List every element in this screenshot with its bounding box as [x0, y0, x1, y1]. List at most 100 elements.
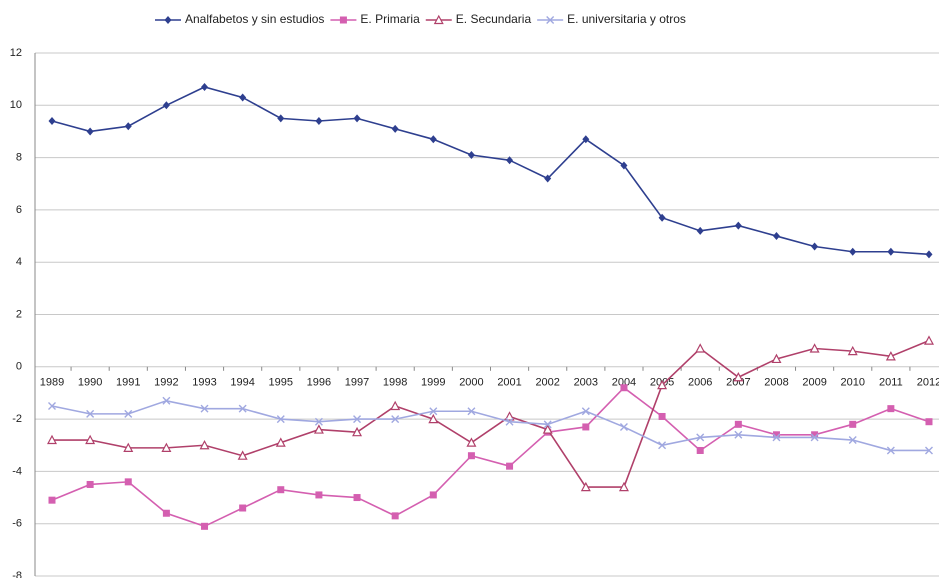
marker: [200, 404, 209, 413]
y-tick-label: 4: [16, 256, 22, 268]
marker: [162, 509, 170, 517]
marker: [201, 82, 209, 91]
x-tick-label: 1989: [40, 377, 64, 389]
marker: [885, 351, 896, 361]
x-tick-label: 1999: [421, 377, 445, 389]
y-tick-label: -4: [12, 465, 22, 477]
marker: [429, 491, 437, 499]
marker: [314, 417, 323, 426]
marker: [811, 431, 819, 439]
marker: [734, 420, 742, 428]
marker: [199, 439, 210, 450]
marker: [164, 16, 172, 24]
marker: [429, 407, 438, 416]
marker: [581, 407, 590, 416]
marker: [467, 150, 475, 159]
x-tick-label: 2010: [840, 377, 864, 389]
x-tick-label: 2009: [802, 377, 826, 389]
x-tick-label: 2004: [612, 377, 636, 389]
y-tick-label: -8: [12, 570, 22, 578]
y-tick-label: 10: [10, 99, 22, 111]
marker: [162, 101, 170, 110]
x-tick-label: 1991: [116, 377, 140, 389]
marker: [315, 116, 323, 125]
marker: [276, 415, 285, 424]
legend-label: E. Secundaria: [456, 12, 532, 26]
marker: [923, 335, 934, 345]
marker: [390, 400, 401, 411]
marker: [619, 422, 628, 431]
x-tick-label: 2003: [574, 377, 598, 389]
marker: [238, 404, 247, 413]
marker: [695, 343, 706, 353]
marker: [542, 424, 553, 434]
marker: [85, 434, 96, 445]
marker: [86, 127, 94, 136]
marker: [811, 242, 819, 251]
marker: [772, 232, 780, 241]
marker: [696, 433, 705, 442]
marker: [429, 135, 437, 144]
marker: [86, 480, 94, 488]
marker: [467, 452, 475, 460]
legend-label: E. Primaria: [360, 12, 420, 26]
marker: [544, 174, 552, 183]
marker: [848, 436, 857, 445]
marker: [887, 247, 895, 256]
marker: [161, 442, 172, 452]
marker: [925, 418, 933, 426]
marker: [48, 402, 56, 411]
marker: [466, 437, 477, 447]
marker: [467, 407, 476, 416]
marker: [772, 431, 780, 439]
y-tick-label: 6: [16, 204, 22, 216]
marker: [315, 491, 323, 499]
x-tick-label: 2007: [726, 377, 750, 389]
marker: [237, 450, 248, 460]
marker: [239, 93, 247, 102]
marker: [123, 442, 134, 452]
marker: [580, 481, 591, 492]
marker: [849, 420, 857, 428]
x-tick-label: 2000: [459, 377, 483, 389]
x-tick-label: 1998: [383, 377, 407, 389]
x-tick-label: 2002: [535, 377, 559, 389]
y-tick-label: -2: [12, 413, 22, 425]
y-tick-label: 12: [10, 47, 22, 59]
legend-label: E. universitaria y otros: [567, 12, 686, 26]
marker: [391, 415, 400, 424]
x-tick-label: 1993: [192, 377, 216, 389]
marker: [925, 250, 933, 259]
marker: [433, 14, 444, 25]
marker: [428, 413, 439, 424]
marker: [809, 343, 820, 353]
legend-label: Analfabetos y sin estudios: [185, 12, 324, 26]
marker: [201, 522, 209, 530]
marker: [543, 420, 552, 429]
x-tick-label: 2006: [688, 377, 712, 389]
marker: [391, 512, 399, 520]
marker: [620, 384, 628, 392]
marker: [124, 478, 132, 486]
marker: [886, 446, 895, 455]
series-line: [51, 399, 929, 452]
marker: [239, 504, 247, 512]
marker: [582, 135, 590, 144]
marker: [48, 116, 56, 125]
marker: [618, 481, 629, 492]
marker: [887, 405, 895, 413]
marker: [275, 437, 286, 447]
marker: [849, 247, 857, 256]
x-tick-label: 1992: [154, 377, 178, 389]
x-tick-label: 1990: [78, 377, 102, 389]
series-line: [51, 86, 930, 256]
x-tick-label: 2011: [879, 377, 903, 389]
marker: [505, 417, 514, 426]
series-line: [51, 386, 930, 528]
marker: [339, 16, 347, 24]
marker: [810, 433, 819, 442]
marker: [658, 213, 666, 222]
x-tick-label: 1997: [345, 377, 369, 389]
marker: [506, 462, 514, 470]
marker: [582, 423, 590, 431]
